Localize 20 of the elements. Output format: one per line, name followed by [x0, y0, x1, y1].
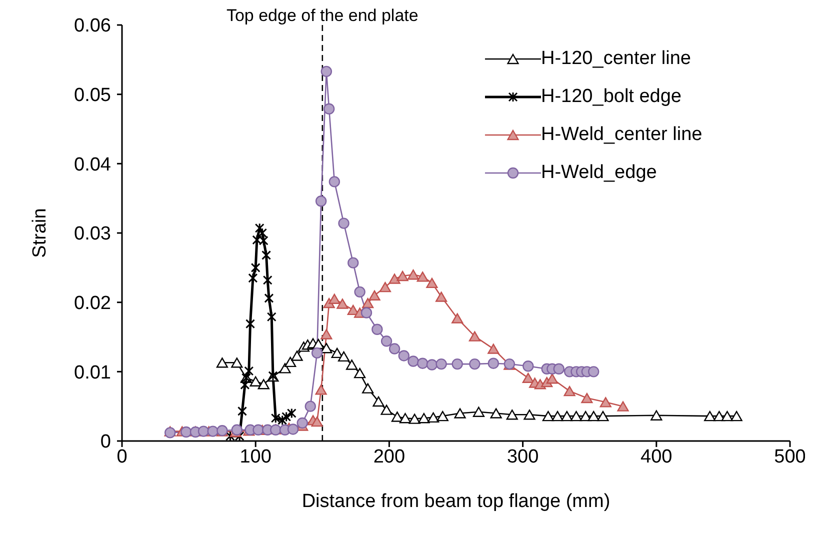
legend-label: H-120_center line [541, 48, 691, 70]
y-tick-label: 0.04 [74, 154, 112, 176]
x-tick-label: 0 [116, 446, 128, 468]
y-tick-label: 0.03 [74, 224, 111, 245]
legend-label: H-120_bolt edge [541, 86, 682, 108]
x-tick-label: 500 [774, 446, 806, 468]
x-tick-label: 300 [506, 446, 539, 468]
legend-label: H-Weld_edge [541, 162, 657, 184]
x-tick-label: 200 [373, 446, 406, 468]
y-axis-title: Strain [30, 208, 51, 258]
y-tick-label: 0.02 [74, 293, 111, 314]
legend-label: H-Weld_center line [541, 124, 702, 146]
x-tick-label: 100 [240, 446, 272, 468]
y-tick-label: 0 [100, 432, 111, 453]
y-tick-label: 0.05 [74, 85, 111, 106]
ref-line-label: Top edge of the end plate [226, 6, 418, 25]
y-tick-label: 0.06 [74, 16, 111, 37]
y-tick-label: 0.01 [74, 362, 111, 384]
x-tick-label: 400 [640, 446, 672, 468]
x-axis-title: Distance from beam top flange (mm) [302, 491, 610, 512]
